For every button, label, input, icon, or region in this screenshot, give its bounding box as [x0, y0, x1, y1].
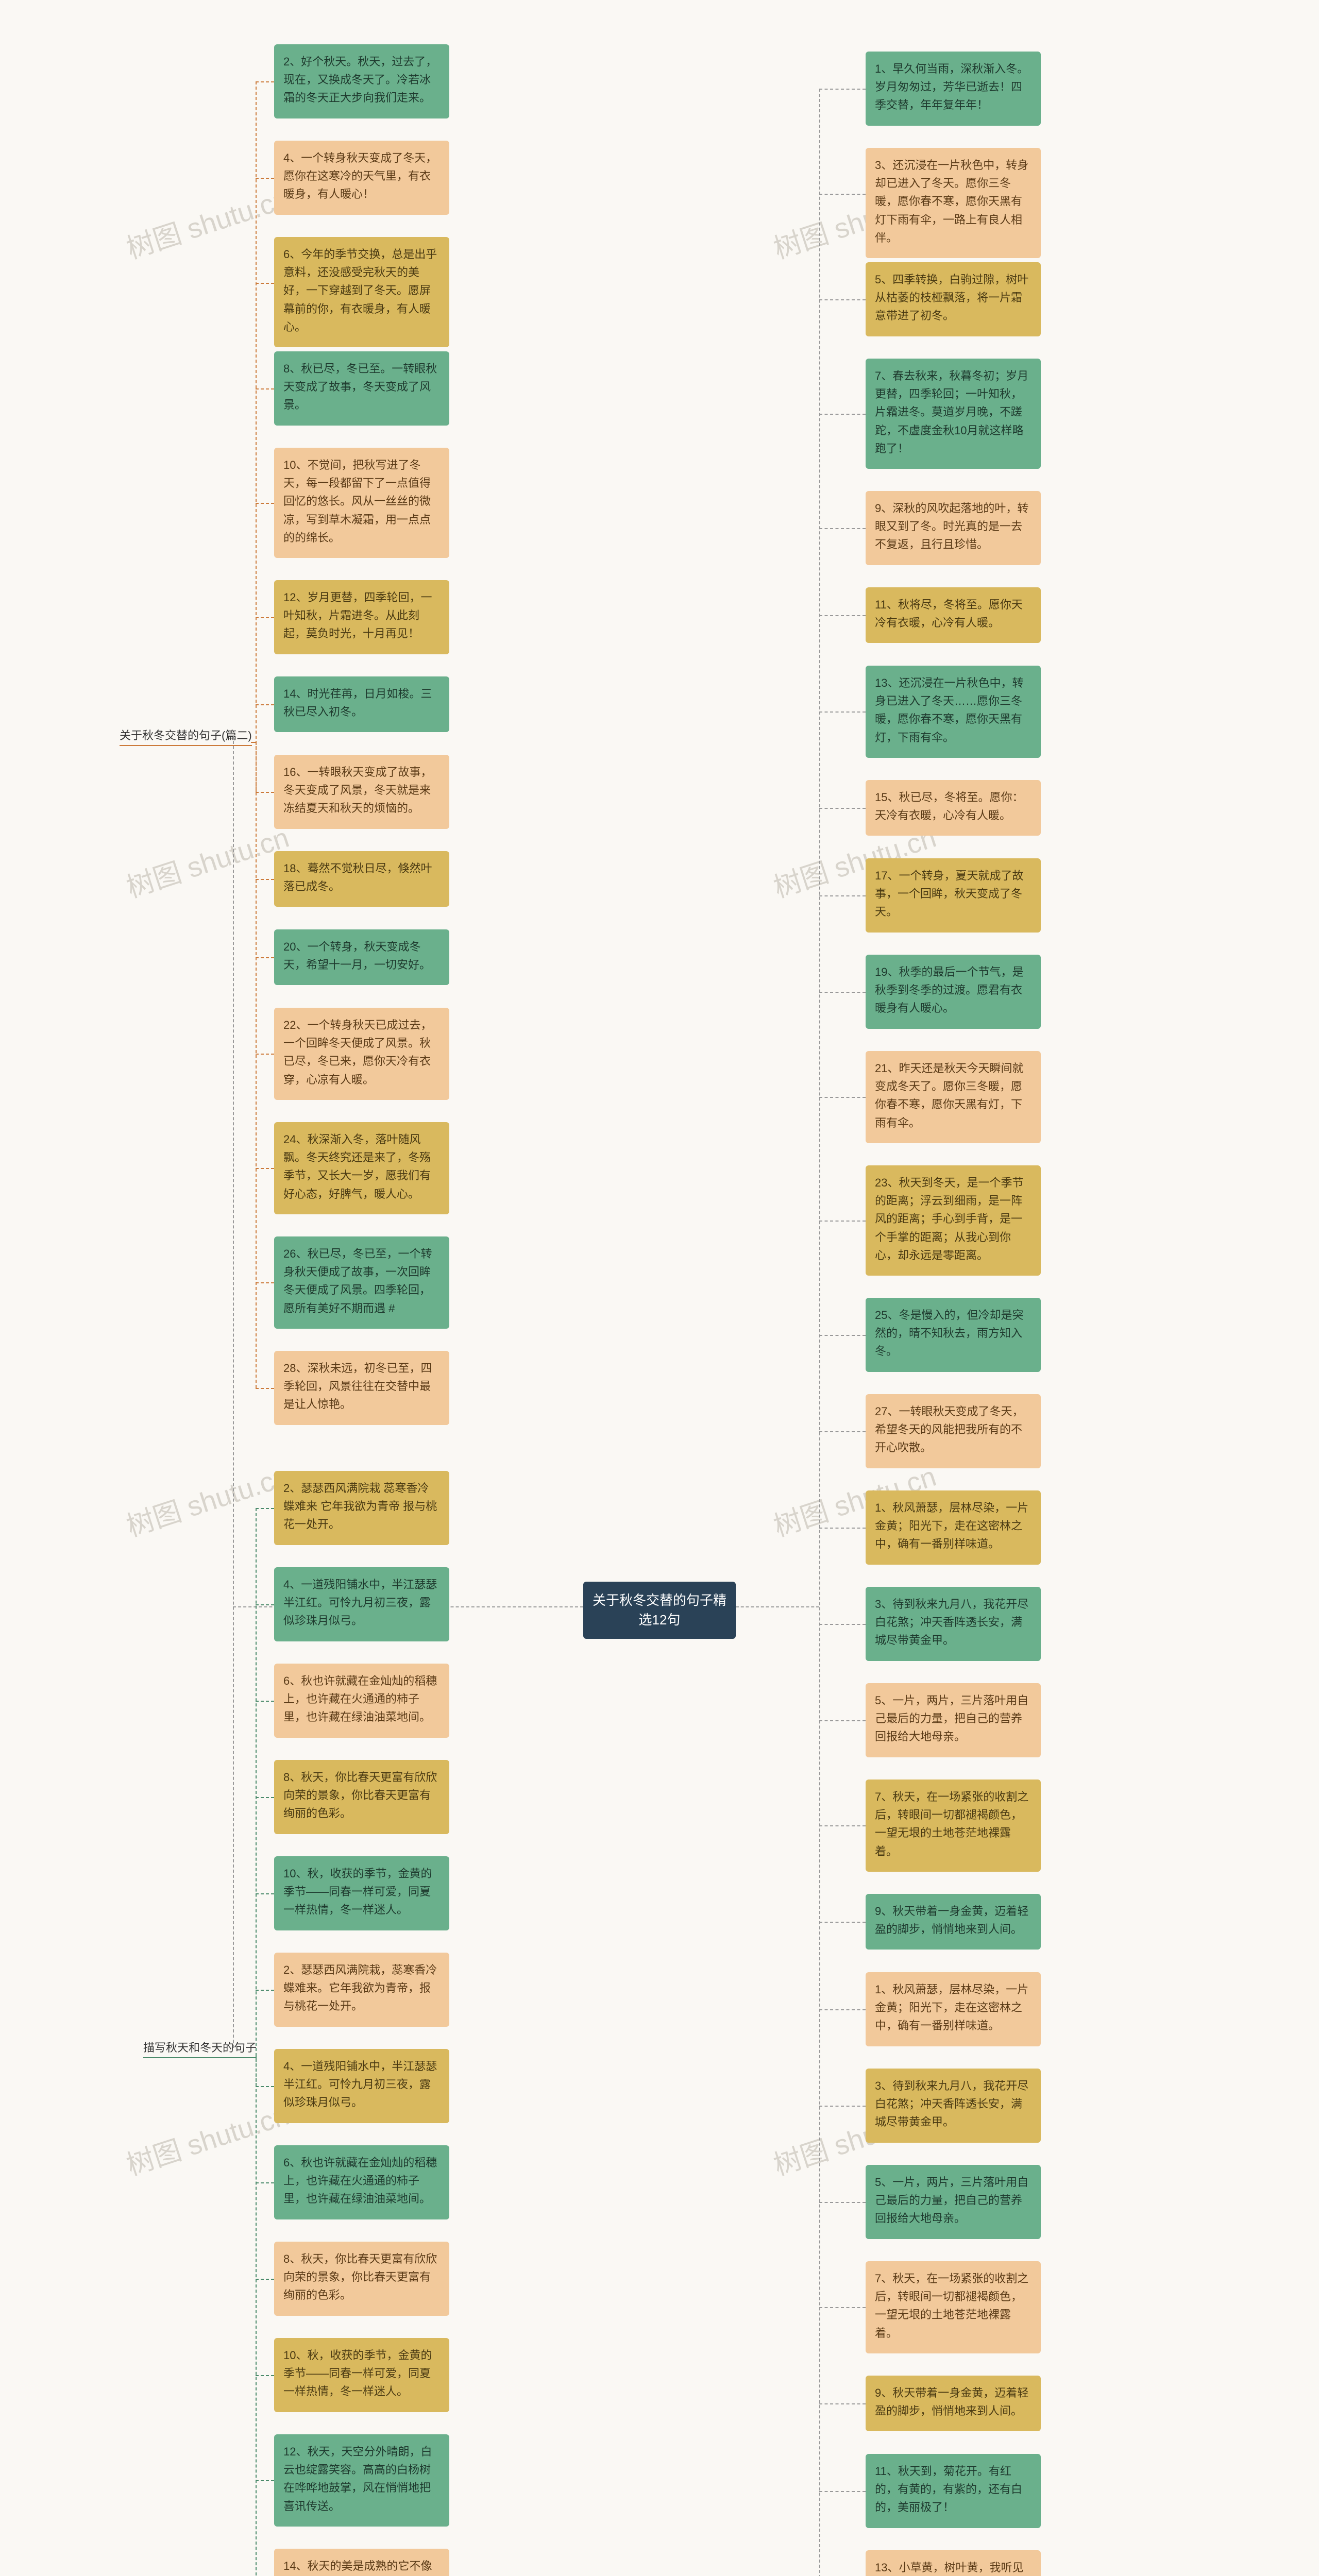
- node-right-4: 9、深秋的风吹起落地的叶，转眼又到了冬。时光真的是一去不复返，且行且珍惜。: [866, 491, 1041, 565]
- node-left1-6: 14、时光荏苒，日月如梭。三秋已尽入初冬。: [274, 676, 449, 732]
- node-left1-1: 4、一个转身秋天变成了冬天，愿你在这寒冷的天气里，有衣暖身，有人暖心！: [274, 141, 449, 215]
- node-left2-10: 12、秋天，天空分外晴朗，白云也绽露笑容。高高的白杨树在哗哗地鼓掌，风在悄悄地把…: [274, 2434, 449, 2527]
- watermark: 树图 shutu.cn: [121, 1453, 294, 1544]
- branch-label-left1: 关于秋冬交替的句子(篇二): [120, 726, 252, 746]
- watermark: 树图 shutu.cn: [121, 2092, 294, 2183]
- node-left1-3: 8、秋已尽，冬已至。一转眼秋天变成了故事，冬天变成了风景。: [274, 351, 449, 426]
- node-right-18: 9、秋天带着一身金黄，迈着轻盈的脚步，悄悄地来到人间。: [866, 1894, 1041, 1950]
- node-left1-9: 20、一个转身，秋天变成冬天，希望十一月，一切安好。: [274, 929, 449, 985]
- node-left2-11: 14、秋天的美是成熟的它不像春那么羞涩，夏那么坦露，冬那么内向: [274, 2549, 449, 2576]
- node-right-16: 5、一片，两片，三片落叶用自己最后的力量，把自己的营养回报给大地母亲。: [866, 1683, 1041, 1757]
- node-right-12: 25、冬是慢入的，但冷却是突然的，晴不知秋去，雨方知入冬。: [866, 1298, 1041, 1372]
- node-left2-4: 10、秋，收获的季节，金黄的季节——同春一样可爱，同夏一样热情，冬一样迷人。: [274, 1856, 449, 1930]
- node-right-10: 21、昨天还是秋天今天瞬间就变成冬天了。愿你三冬暖，愿你春不寒，愿你天黑有灯，下…: [866, 1051, 1041, 1143]
- node-left1-13: 28、深秋未远，初冬已至，四季轮回，风景往往在交替中最是让人惊艳。: [274, 1351, 449, 1425]
- node-left1-5: 12、岁月更替，四季轮回，一叶知秋，片霜进冬。从此刻起，莫负时光，十月再见！: [274, 580, 449, 654]
- node-right-0: 1、早久何当雨，深秋渐入冬。岁月匆匆过，芳华已逝去！四季交替，年年复年年！: [866, 52, 1041, 126]
- node-left2-3: 8、秋天，你比春天更富有欣欣向荣的景象，你比春天更富有绚丽的色彩。: [274, 1760, 449, 1834]
- node-right-9: 19、秋季的最后一个节气，是秋季到冬季的过渡。愿君有衣暖身有人暖心。: [866, 955, 1041, 1029]
- node-right-21: 5、一片，两片，三片落叶用自己最后的力量，把自己的营养回报给大地母亲。: [866, 2165, 1041, 2239]
- node-left2-2: 6、秋也许就藏在金灿灿的稻穗上，也许藏在火通通的柿子里，也许藏在绿油油菜地间。: [274, 1664, 449, 1738]
- node-left1-0: 2、好个秋天。秋天，过去了，现在，又换成冬天了。冷若冰霜的冬天正大步向我们走来。: [274, 44, 449, 118]
- node-right-15: 3、待到秋来九月八，我花开尽白花煞；冲天香阵透长安，满城尽带黄金甲。: [866, 1587, 1041, 1661]
- node-right-11: 23、秋天到冬天，是一个季节的距离；浮云到细雨，是一阵风的距离；手心到手背，是一…: [866, 1165, 1041, 1276]
- node-left2-8: 8、秋天，你比春天更富有欣欣向荣的景象，你比春天更富有绚丽的色彩。: [274, 2242, 449, 2316]
- node-right-5: 11、秋将尽，冬将至。愿你天冷有衣暖，心冷有人暖。: [866, 587, 1041, 643]
- node-right-8: 17、一个转身，夏天就成了故事，一个回眸，秋天变成了冬天。: [866, 858, 1041, 933]
- node-left2-0: 2、瑟瑟西风满院栽 蕊寒香冷蝶难来 它年我欲为青帝 报与桃花一处开。: [274, 1471, 449, 1545]
- node-right-17: 7、秋天，在一场紧张的收割之后，转眼间一切都褪褐颜色，一望无垠的土地苍茫地裸露着…: [866, 1780, 1041, 1872]
- node-right-13: 27、一转眼秋天变成了冬天，希望冬天的风能把我所有的不开心吹散。: [866, 1394, 1041, 1468]
- node-left1-11: 24、秋深渐入冬，落叶随风飘。冬天终究还是来了，冬殇季节，又长大一岁，愿我们有好…: [274, 1122, 449, 1214]
- node-right-3: 7、春去秋来，秋暮冬初；岁月更替，四季轮回；一叶知秋，片霜进冬。莫道岁月晚，不蹉…: [866, 359, 1041, 469]
- node-left2-7: 6、秋也许就藏在金灿灿的稻穗上，也许藏在火通通的柿子里，也许藏在绿油油菜地间。: [274, 2145, 449, 2219]
- node-left2-5: 2、瑟瑟西风满院栽，蕊寒香冷蝶难来。它年我欲为青帝，报与桃花一处开。: [274, 1953, 449, 2027]
- node-right-24: 11、秋天到，菊花开。有红的，有黄的，有紫的，还有白的，美丽极了！: [866, 2454, 1041, 2528]
- branch-label-left2: 描写秋天和冬天的句子: [143, 2039, 257, 2058]
- node-left2-6: 4、一道残阳铺水中，半江瑟瑟半江红。可怜九月初三夜，露似珍珠月似弓。: [274, 2049, 449, 2123]
- node-left2-1: 4、一道残阳铺水中，半江瑟瑟半江红。可怜九月初三夜，露似珍珠月似弓。: [274, 1567, 449, 1641]
- mindmap-canvas: 树图 shutu.cn 树图 shutu.cn 树图 shutu.cn 树图 shut…: [0, 0, 1319, 2576]
- node-right-1: 3、还沉浸在一片秋色中，转身却已进入了冬天。愿你三冬暖，愿你春不寒，愿你天黑有灯…: [866, 148, 1041, 258]
- center-topic: 关于秋冬交替的句子精选12句: [583, 1582, 736, 1639]
- node-left1-4: 10、不觉间，把秋写进了冬天，每一段都留下了一点值得回忆的悠长。风从一丝丝的微凉…: [274, 448, 449, 558]
- watermark: 树图 shutu.cn: [121, 815, 294, 905]
- node-right-7: 15、秋已尽，冬将至。愿你：天冷有衣暖，心冷有人暖。: [866, 780, 1041, 836]
- node-right-2: 5、四季转换，白驹过隙，树叶从枯萎的枝桠飘落，将一片霜意带进了初冬。: [866, 262, 1041, 336]
- node-left1-7: 16、一转眼秋天变成了故事，冬天变成了风景，冬天就是来冻结夏天和秋天的烦恼的。: [274, 755, 449, 829]
- node-right-23: 9、秋天带着一身金黄，迈着轻盈的脚步，悄悄地来到人间。: [866, 2376, 1041, 2431]
- node-right-14: 1、秋风萧瑟，层林尽染，一片金黄；阳光下，走在这密林之中，确有一番别样味道。: [866, 1490, 1041, 1565]
- node-right-20: 3、待到秋来九月八，我花开尽白花煞；冲天香阵透长安，满城尽带黄金甲。: [866, 2069, 1041, 2143]
- node-left1-2: 6、今年的季节交换，总是出乎意料，还没感受完秋天的美好，一下穿越到了冬天。愿屏幕…: [274, 237, 449, 347]
- node-left2-9: 10、秋，收获的季节，金黄的季节——同春一样可爱，同夏一样热情，冬一样迷人。: [274, 2338, 449, 2412]
- node-right-19: 1、秋风萧瑟，层林尽染，一片金黄；阳光下，走在这密林之中，确有一番别样味道。: [866, 1972, 1041, 2046]
- watermark: 树图 shutu.cn: [121, 176, 294, 266]
- node-right-25: 13、小草黄，树叶黄，我听见风踩在树叶上沙沙地晌。: [866, 2550, 1041, 2576]
- node-right-22: 7、秋天，在一场紧张的收割之后，转眼间一切都褪褐颜色，一望无垠的土地苍茫地裸露着…: [866, 2261, 1041, 2353]
- node-left1-8: 18、蓦然不觉秋日尽，倏然叶落已成冬。: [274, 851, 449, 907]
- node-left1-12: 26、秋已尽，冬已至，一个转身秋天便成了故事，一次回眸冬天便成了风景。四季轮回，…: [274, 1236, 449, 1329]
- node-right-6: 13、还沉浸在一片秋色中，转身已进入了冬天……愿你三冬暖，愿你春不寒，愿你天黑有…: [866, 666, 1041, 758]
- node-left1-10: 22、一个转身秋天已成过去，一个回眸冬天便成了风景。秋已尽，冬已来，愿你天冷有衣…: [274, 1008, 449, 1100]
